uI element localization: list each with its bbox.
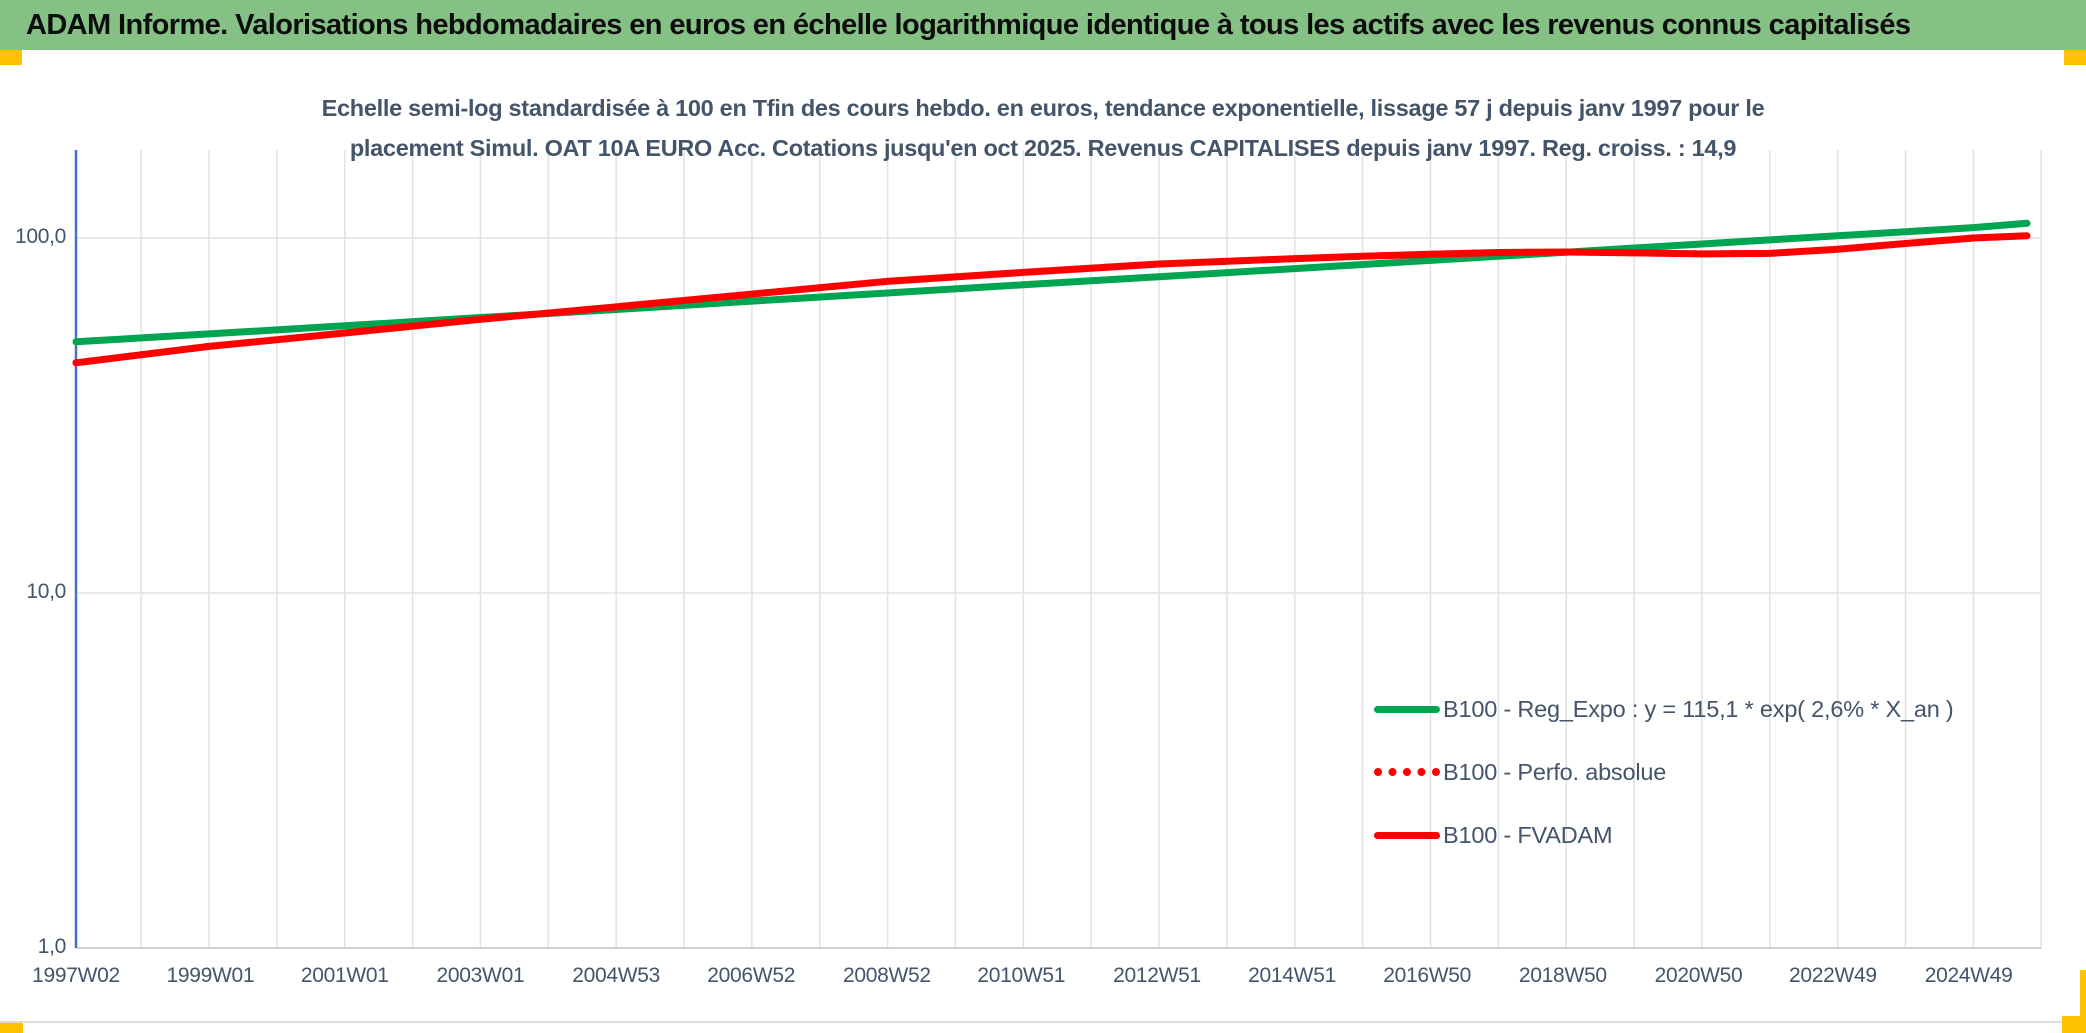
y-axis-tick-label: 100,0 — [14, 225, 66, 248]
legend-line-swatch-red-dotted — [1374, 768, 1440, 776]
series-line-perfo-absolue — [72, 232, 2031, 367]
chart-title-line2: placement Simul. OAT 10A EURO Acc. Cotat… — [349, 135, 1737, 161]
x-axis-tick-label: 2012W51 — [1113, 964, 1201, 987]
x-axis-tick-label: 2004W53 — [572, 964, 661, 987]
y-axis-tick-label: 1,0 — [37, 935, 67, 958]
legend-label: B100 - Perfo. absolue — [1443, 758, 1667, 785]
x-axis-tick-label: 2010W51 — [977, 964, 1066, 987]
legend-item[interactable]: B100 - Reg_Expo : y = 115,1 * exp( 2,6% … — [1374, 692, 1954, 726]
x-axis-tick-label: 2001W01 — [300, 964, 389, 987]
chart-title: Echelle semi-log standardisée à 100 en T… — [0, 88, 2086, 168]
legend-line-swatch-green — [1374, 705, 1440, 713]
x-axis-tick-label: 1999W01 — [166, 964, 255, 987]
y-axis-tick-label: 10,0 — [26, 580, 66, 603]
header-bar: ADAM Informe. Valorisations hebdomadaire… — [0, 0, 2086, 50]
legend-label: B100 - Reg_Expo : y = 115,1 * exp( 2,6% … — [1443, 695, 1954, 722]
x-axis-tick-label: 2016W50 — [1383, 964, 1471, 987]
x-axis-tick-label: 2003W01 — [436, 964, 525, 987]
gold-accent-bottom-left — [0, 1023, 23, 1033]
header-title: ADAM Informe. Valorisations hebdomadaire… — [26, 8, 1911, 41]
legend-label: B100 - FVADAM — [1443, 821, 1613, 848]
x-axis-tick-label: 1997W02 — [32, 964, 120, 987]
legend-line-swatch-red — [1374, 831, 1440, 839]
x-axis-tick-label: 2022W49 — [1789, 964, 1877, 987]
x-axis-tick-label: 2006W52 — [707, 964, 796, 987]
legend-item[interactable]: B100 - Perfo. absolue — [1374, 755, 1954, 789]
chart-title-line1: Echelle semi-log standardisée à 100 en T… — [321, 95, 1765, 121]
chart-bottom-border — [0, 1021, 2086, 1023]
legend-item[interactable]: B100 - FVADAM — [1374, 818, 1954, 852]
x-axis-tick-label: 2014W51 — [1248, 964, 1336, 987]
x-axis-tick-label: 2024W49 — [1924, 964, 2013, 987]
legend: B100 - Reg_Expo : y = 115,1 * exp( 2,6% … — [1374, 692, 1954, 881]
gold-accent-right-strip — [2080, 970, 2086, 1033]
gold-accent-top-left — [0, 50, 22, 65]
series-line-reg-expo — [72, 219, 2031, 346]
x-axis-tick-label: 2020W50 — [1654, 964, 1743, 987]
x-axis-tick-label: 2008W52 — [843, 964, 931, 987]
gold-accent-top-right — [2064, 50, 2086, 65]
x-axis-tick-label: 2018W50 — [1518, 964, 1607, 987]
